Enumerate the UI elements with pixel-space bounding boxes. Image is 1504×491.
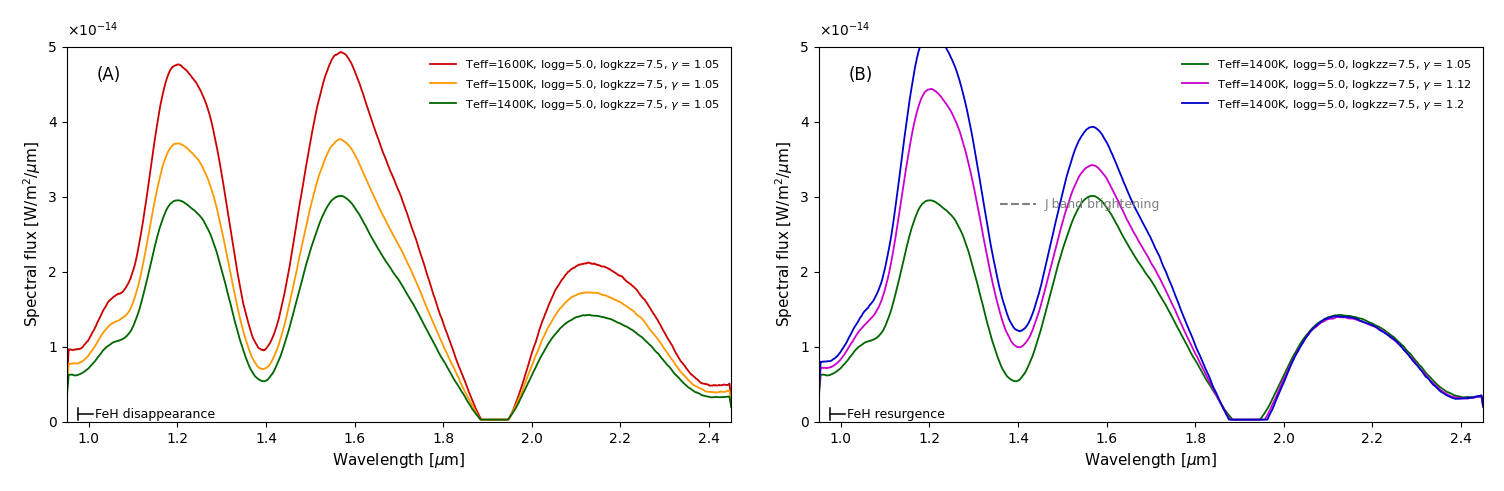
Teff=1600K, logg=5.0, logkzz=7.5, $\gamma$ = 1.05	[57, 382, 75, 388]
Teff=1500K, logg=5.0, logkzz=7.5, $\gamma$ = 1.05	[704, 389, 722, 395]
Text: (A): (A)	[96, 66, 120, 84]
Teff=1400K, logg=5.0, logkzz=7.5, $\gamma$ = 1.05	[809, 396, 827, 402]
Teff=1400K, logg=5.0, logkzz=7.5, $\gamma$ = 1.2	[1133, 218, 1151, 224]
Teff=1600K, logg=5.0, logkzz=7.5, $\gamma$ = 1.05	[381, 167, 399, 173]
Teff=1500K, logg=5.0, logkzz=7.5, $\gamma$ = 1.05	[381, 226, 399, 232]
Teff=1400K, logg=5.0, logkzz=7.5, $\gamma$ = 1.12	[1334, 314, 1352, 320]
Legend: Teff=1400K, logg=5.0, logkzz=7.5, $\gamma$ = 1.05, Teff=1400K, logg=5.0, logkzz=: Teff=1400K, logg=5.0, logkzz=7.5, $\gamm…	[1176, 53, 1477, 117]
Teff=1400K, logg=5.0, logkzz=7.5, $\gamma$ = 1.05	[92, 351, 110, 357]
Y-axis label: Spectral flux [W/m$^2$/$\mu$m]: Spectral flux [W/m$^2$/$\mu$m]	[21, 141, 42, 327]
Teff=1600K, logg=5.0, logkzz=7.5, $\gamma$ = 1.05	[704, 383, 722, 389]
Teff=1600K, logg=5.0, logkzz=7.5, $\gamma$ = 1.05	[364, 120, 382, 126]
Teff=1400K, logg=5.0, logkzz=7.5, $\gamma$ = 1.05	[704, 394, 722, 400]
Y-axis label: Spectral flux [W/m$^2$/$\mu$m]: Spectral flux [W/m$^2$/$\mu$m]	[773, 141, 794, 327]
Teff=1400K, logg=5.0, logkzz=7.5, $\gamma$ = 1.05	[1456, 394, 1474, 400]
Teff=1400K, logg=5.0, logkzz=7.5, $\gamma$ = 1.05	[844, 351, 862, 357]
Teff=1500K, logg=5.0, logkzz=7.5, $\gamma$ = 1.05	[364, 191, 382, 196]
Teff=1600K, logg=5.0, logkzz=7.5, $\gamma$ = 1.05	[582, 260, 600, 266]
Teff=1400K, logg=5.0, logkzz=7.5, $\gamma$ = 1.12	[1221, 417, 1239, 423]
Teff=1400K, logg=5.0, logkzz=7.5, $\gamma$ = 1.05	[1224, 417, 1242, 423]
Teff=1600K, logg=5.0, logkzz=7.5, $\gamma$ = 1.05	[722, 396, 740, 402]
Teff=1400K, logg=5.0, logkzz=7.5, $\gamma$ = 1.05	[1133, 264, 1151, 270]
Teff=1400K, logg=5.0, logkzz=7.5, $\gamma$ = 1.05	[722, 404, 740, 410]
X-axis label: Wavelength [$\mu$m]: Wavelength [$\mu$m]	[332, 451, 466, 470]
Teff=1400K, logg=5.0, logkzz=7.5, $\gamma$ = 1.2	[1220, 417, 1238, 423]
Teff=1600K, logg=5.0, logkzz=7.5, $\gamma$ = 1.05	[92, 313, 110, 319]
Teff=1500K, logg=5.0, logkzz=7.5, $\gamma$ = 1.05	[92, 334, 110, 340]
Teff=1500K, logg=5.0, logkzz=7.5, $\gamma$ = 1.05	[332, 136, 350, 142]
Teff=1400K, logg=5.0, logkzz=7.5, $\gamma$ = 1.2	[1116, 181, 1134, 187]
Teff=1400K, logg=5.0, logkzz=7.5, $\gamma$ = 1.05	[582, 312, 600, 318]
Line: Teff=1500K, logg=5.0, logkzz=7.5, $\gamma$ = 1.05: Teff=1500K, logg=5.0, logkzz=7.5, $\gamm…	[66, 139, 731, 420]
Teff=1400K, logg=5.0, logkzz=7.5, $\gamma$ = 1.2	[809, 389, 827, 395]
Teff=1600K, logg=5.0, logkzz=7.5, $\gamma$ = 1.05	[704, 382, 722, 388]
Teff=1400K, logg=5.0, logkzz=7.5, $\gamma$ = 1.2	[922, 28, 940, 34]
Teff=1400K, logg=5.0, logkzz=7.5, $\gamma$ = 1.05	[472, 417, 490, 423]
Text: $\times 10^{-14}$: $\times 10^{-14}$	[66, 21, 117, 39]
Line: Teff=1600K, logg=5.0, logkzz=7.5, $\gamma$ = 1.05: Teff=1600K, logg=5.0, logkzz=7.5, $\gamm…	[66, 52, 731, 420]
Teff=1400K, logg=5.0, logkzz=7.5, $\gamma$ = 1.05	[704, 394, 722, 400]
Teff=1400K, logg=5.0, logkzz=7.5, $\gamma$ = 1.05	[57, 396, 75, 402]
Teff=1400K, logg=5.0, logkzz=7.5, $\gamma$ = 1.05	[1456, 394, 1474, 400]
Teff=1400K, logg=5.0, logkzz=7.5, $\gamma$ = 1.12	[1116, 211, 1134, 217]
Teff=1400K, logg=5.0, logkzz=7.5, $\gamma$ = 1.05	[1116, 236, 1134, 242]
Teff=1400K, logg=5.0, logkzz=7.5, $\gamma$ = 1.12	[1133, 244, 1151, 250]
Line: Teff=1400K, logg=5.0, logkzz=7.5, $\gamma$ = 1.2: Teff=1400K, logg=5.0, logkzz=7.5, $\gamm…	[818, 31, 1483, 420]
Line: Teff=1400K, logg=5.0, logkzz=7.5, $\gamma$ = 1.05: Teff=1400K, logg=5.0, logkzz=7.5, $\gamm…	[66, 196, 731, 420]
Teff=1500K, logg=5.0, logkzz=7.5, $\gamma$ = 1.05	[472, 417, 490, 423]
Line: Teff=1400K, logg=5.0, logkzz=7.5, $\gamma$ = 1.12: Teff=1400K, logg=5.0, logkzz=7.5, $\gamm…	[818, 89, 1483, 420]
Teff=1400K, logg=5.0, logkzz=7.5, $\gamma$ = 1.05	[1084, 193, 1102, 199]
Teff=1400K, logg=5.0, logkzz=7.5, $\gamma$ = 1.2	[844, 327, 862, 333]
Text: FeH disappearance: FeH disappearance	[95, 408, 215, 420]
Teff=1500K, logg=5.0, logkzz=7.5, $\gamma$ = 1.05	[57, 390, 75, 396]
Teff=1400K, logg=5.0, logkzz=7.5, $\gamma$ = 1.05	[364, 236, 382, 242]
Teff=1400K, logg=5.0, logkzz=7.5, $\gamma$ = 1.05	[381, 264, 399, 270]
X-axis label: Wavelength [$\mu$m]: Wavelength [$\mu$m]	[1084, 451, 1218, 470]
Teff=1500K, logg=5.0, logkzz=7.5, $\gamma$ = 1.05	[582, 290, 600, 296]
Text: J band brightening: J band brightening	[1045, 198, 1160, 211]
Teff=1400K, logg=5.0, logkzz=7.5, $\gamma$ = 1.2	[1474, 403, 1492, 409]
Teff=1600K, logg=5.0, logkzz=7.5, $\gamma$ = 1.05	[472, 417, 490, 423]
Teff=1400K, logg=5.0, logkzz=7.5, $\gamma$ = 1.12	[922, 86, 940, 92]
Teff=1500K, logg=5.0, logkzz=7.5, $\gamma$ = 1.05	[704, 389, 722, 395]
Teff=1400K, logg=5.0, logkzz=7.5, $\gamma$ = 1.12	[1474, 404, 1492, 409]
Teff=1400K, logg=5.0, logkzz=7.5, $\gamma$ = 1.2	[1456, 395, 1474, 401]
Teff=1600K, logg=5.0, logkzz=7.5, $\gamma$ = 1.05	[332, 49, 350, 55]
Teff=1400K, logg=5.0, logkzz=7.5, $\gamma$ = 1.05	[1474, 404, 1492, 410]
Teff=1400K, logg=5.0, logkzz=7.5, $\gamma$ = 1.12	[844, 338, 862, 344]
Line: Teff=1400K, logg=5.0, logkzz=7.5, $\gamma$ = 1.05: Teff=1400K, logg=5.0, logkzz=7.5, $\gamm…	[818, 196, 1483, 420]
Teff=1400K, logg=5.0, logkzz=7.5, $\gamma$ = 1.12	[1456, 395, 1474, 401]
Text: FeH resurgence: FeH resurgence	[847, 408, 946, 420]
Teff=1400K, logg=5.0, logkzz=7.5, $\gamma$ = 1.05	[1334, 312, 1352, 318]
Teff=1400K, logg=5.0, logkzz=7.5, $\gamma$ = 1.12	[1456, 395, 1474, 401]
Teff=1400K, logg=5.0, logkzz=7.5, $\gamma$ = 1.05	[332, 193, 350, 199]
Teff=1400K, logg=5.0, logkzz=7.5, $\gamma$ = 1.2	[1456, 395, 1474, 401]
Teff=1400K, logg=5.0, logkzz=7.5, $\gamma$ = 1.12	[809, 392, 827, 398]
Text: (B): (B)	[848, 66, 872, 84]
Teff=1500K, logg=5.0, logkzz=7.5, $\gamma$ = 1.05	[722, 401, 740, 407]
Text: $\times 10^{-14}$: $\times 10^{-14}$	[818, 21, 869, 39]
Legend: Teff=1600K, logg=5.0, logkzz=7.5, $\gamma$ = 1.05, Teff=1500K, logg=5.0, logkzz=: Teff=1600K, logg=5.0, logkzz=7.5, $\gamm…	[424, 53, 725, 117]
Teff=1400K, logg=5.0, logkzz=7.5, $\gamma$ = 1.2	[1334, 314, 1352, 320]
